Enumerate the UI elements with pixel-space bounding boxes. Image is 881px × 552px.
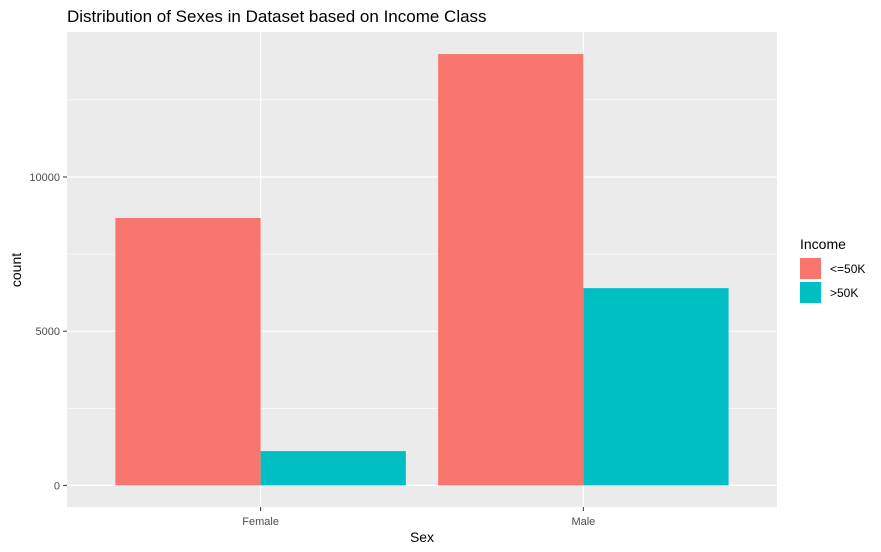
legend-title: Income <box>800 236 846 252</box>
legend-label: <=50K <box>830 262 865 276</box>
legend-label: >50K <box>830 286 858 300</box>
y-tick-label: 0 <box>54 480 60 492</box>
legend: Income <=50K >50K <box>800 236 865 303</box>
x-axis: Female Male <box>242 507 595 528</box>
x-tick-label: Male <box>571 516 595 528</box>
bar-male-gt50k <box>583 288 729 486</box>
y-axis-title: count <box>8 253 24 287</box>
y-axis: 0 5000 10000 <box>29 172 67 492</box>
bars <box>115 54 729 486</box>
x-axis-title: Sex <box>410 529 434 545</box>
y-tick-label: 10000 <box>29 172 60 184</box>
legend-key <box>800 282 821 303</box>
bar-female-le50k <box>115 217 261 486</box>
x-tick-label: Female <box>242 516 279 528</box>
bar-female-gt50k <box>260 451 406 486</box>
bar-male-le50k <box>438 54 584 486</box>
chart-title: Distribution of Sexes in Dataset based o… <box>67 7 487 26</box>
legend-key <box>800 258 821 279</box>
y-tick-label: 5000 <box>36 326 60 338</box>
